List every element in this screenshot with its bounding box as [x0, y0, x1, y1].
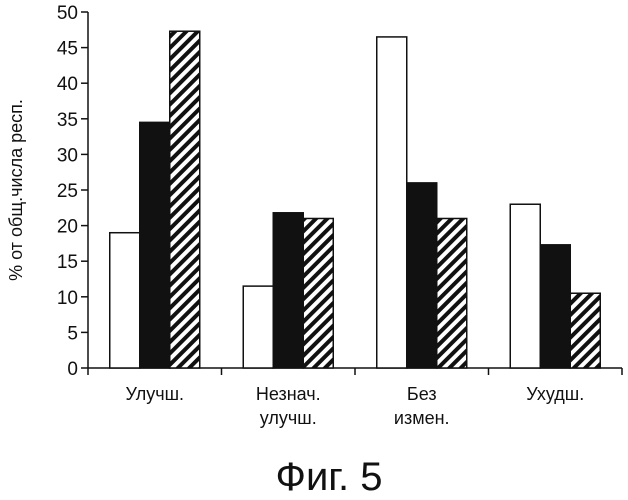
y-tick-label: 25	[57, 181, 78, 202]
x-category-label-line: Без	[407, 384, 437, 404]
y-tick-label: 40	[57, 74, 78, 95]
bar-white	[109, 231, 141, 369]
y-tick-label: 35	[57, 110, 78, 131]
x-category-label-line: улучш.	[260, 408, 317, 428]
x-category-label-line: Незнач.	[256, 384, 321, 404]
x-category-label: Без измен.	[394, 384, 450, 428]
x-axis: Улучш. Незнач. улучш. Без измен. Ухудш.	[87, 367, 623, 428]
figure-caption: Фиг. 5	[276, 455, 383, 499]
bar-black	[139, 121, 171, 369]
x-category-label-line: Ухудш.	[526, 384, 584, 404]
x-category-label: Незнач. улучш.	[256, 384, 321, 428]
y-axis-title: % от общ.числа респ.	[6, 99, 26, 281]
x-category-label-line: измен.	[394, 408, 450, 428]
bar-white	[242, 285, 274, 369]
y-tick-label: 20	[57, 217, 78, 238]
bar-hatched	[436, 217, 468, 369]
y-tick-label: 45	[57, 39, 78, 60]
y-tick-label: 0	[67, 359, 78, 380]
bar-hatched	[169, 30, 201, 369]
x-category-label: Ухудш.	[526, 384, 584, 404]
bar-white	[509, 203, 541, 369]
y-tick-label: 30	[57, 145, 78, 166]
y-tick-label: 10	[57, 288, 78, 309]
x-category-label-line: Улучш.	[125, 384, 184, 404]
y-tick-label: 15	[57, 252, 78, 273]
bar-white	[376, 36, 408, 369]
bar-black	[406, 182, 438, 369]
bar-hatched	[569, 292, 601, 369]
bars	[109, 30, 601, 369]
y-tick-label: 50	[57, 3, 78, 24]
y-axis: 0 5 10 15 20 25 30 35 40 45 50	[57, 3, 89, 380]
y-tick-label: 5	[67, 323, 78, 344]
x-category-label: Улучш.	[125, 384, 184, 404]
bar-black	[272, 212, 304, 369]
bar-black	[539, 244, 571, 369]
bar-hatched	[302, 217, 334, 369]
